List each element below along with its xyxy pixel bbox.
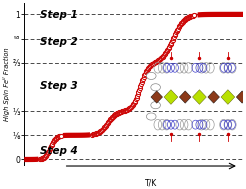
Polygon shape [221, 90, 235, 104]
Circle shape [151, 84, 160, 91]
Text: T/K: T/K [145, 179, 157, 188]
Y-axis label: High Spin Feᴵᴵ Fraction: High Spin Feᴵᴵ Fraction [3, 47, 10, 121]
Circle shape [151, 101, 160, 109]
Circle shape [146, 113, 156, 120]
Polygon shape [151, 91, 163, 103]
Text: Step 2: Step 2 [40, 37, 77, 47]
Polygon shape [179, 91, 191, 103]
Text: Step 3: Step 3 [40, 81, 77, 91]
Polygon shape [164, 90, 178, 104]
Text: Step 1: Step 1 [40, 10, 77, 20]
Circle shape [146, 72, 156, 80]
Polygon shape [208, 91, 219, 103]
Text: Step 4: Step 4 [40, 146, 77, 156]
Polygon shape [193, 90, 206, 104]
Polygon shape [236, 91, 246, 103]
